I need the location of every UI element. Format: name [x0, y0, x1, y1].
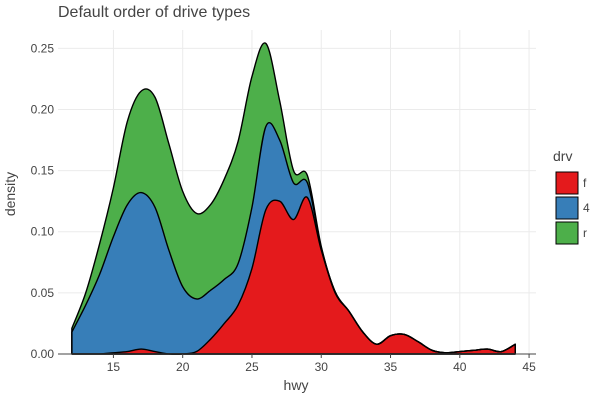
y-tick-label: 0.15	[31, 164, 55, 178]
y-tick-label: 0.05	[31, 286, 55, 300]
y-tick-label: 0.20	[31, 102, 55, 116]
x-tick-label: 15	[107, 360, 121, 374]
outline-f	[71, 196, 516, 356]
x-tick-label: 45	[522, 360, 536, 374]
x-tick-label: 25	[245, 360, 259, 374]
x-tick-label: 30	[315, 360, 329, 374]
legend: drv f 4 r	[553, 148, 590, 245]
y-tick-label: 0.00	[31, 347, 55, 361]
chart-title: Default order of drive types	[58, 4, 250, 21]
legend-swatch-4	[555, 196, 579, 220]
x-tick-label: 35	[384, 360, 398, 374]
x-tick-label: 40	[453, 360, 467, 374]
legend-label-r: r	[583, 226, 587, 240]
legend-swatch-r	[555, 221, 579, 245]
legend-label-f: f	[583, 176, 587, 190]
axes: 15 20 25 30 35 40 45 0.00 0.05 0.10 0.15 0.20 0.25	[31, 41, 536, 374]
area-f	[71, 196, 516, 355]
y-axis-title: density	[2, 172, 18, 216]
x-axis-title: hwy	[284, 377, 309, 393]
stacked-areas	[71, 42, 516, 356]
y-tick-label: 0.10	[31, 225, 55, 239]
legend-swatch-f	[555, 171, 579, 195]
area-r	[71, 42, 516, 353]
legend-label-4: 4	[583, 201, 590, 215]
area-4	[71, 122, 516, 355]
x-tick-label: 20	[176, 360, 190, 374]
legend-title: drv	[553, 148, 572, 164]
y-tick-label: 0.25	[31, 41, 55, 55]
